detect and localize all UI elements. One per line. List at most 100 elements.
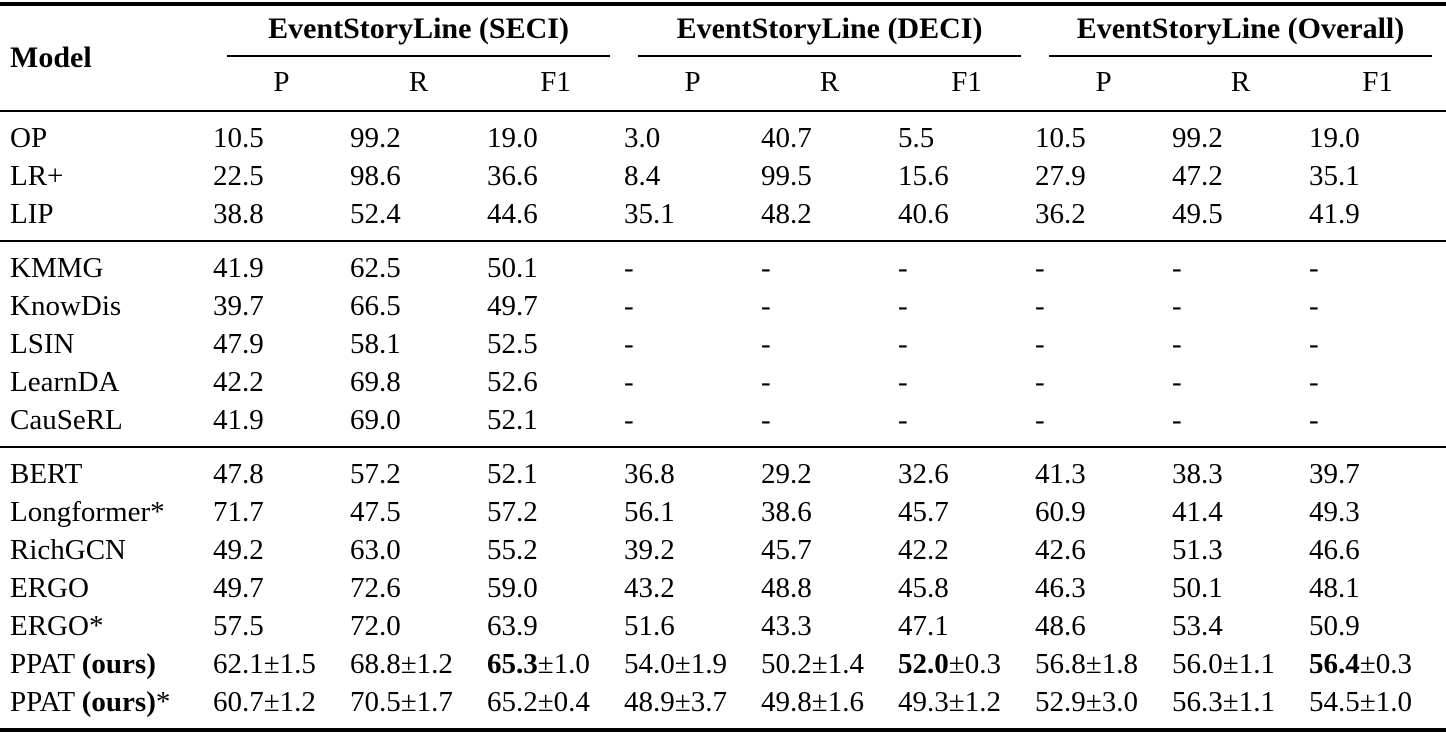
value-cell: 45.7: [898, 496, 949, 528]
model-name-cell: ERGO: [10, 572, 89, 604]
model-name-cell: LIP: [10, 198, 54, 230]
value-cell: 47.9: [213, 328, 264, 360]
value-cell: -: [624, 290, 634, 322]
value-cell: 70.5±1.7: [350, 686, 453, 718]
model-name-cell: OP: [10, 122, 48, 154]
value-cell: 50.1: [487, 252, 538, 284]
value-cell: 42.2: [898, 534, 949, 566]
value-cell: -: [624, 328, 634, 360]
value-cell: 15.6: [898, 160, 949, 192]
group-header-seci: EventStoryLine (SECI): [213, 4, 624, 57]
value-cell: 63.9: [487, 610, 538, 642]
table-row: ERGO* 57.5 72.0 63.9 51.6 43.3 47.1 48.6 53.4 50.…: [0, 607, 1446, 645]
value-cell: -: [1172, 328, 1182, 360]
table-row: PPAT (ours) 62.1±1.5 68.8±1.2 65.3±1.0 54.0±…: [0, 645, 1446, 683]
value-cell: 56.0±1.1: [1172, 648, 1275, 680]
value-cell: 42.6: [1035, 534, 1086, 566]
model-name-cell: BERT: [10, 458, 83, 490]
value-cell: 50.1: [1172, 572, 1223, 604]
value-cell: 68.8±1.2: [350, 648, 453, 680]
value-cell: 52.0±0.3: [898, 648, 1001, 680]
value-cell: 66.5: [350, 290, 401, 322]
value-cell: -: [1172, 252, 1182, 284]
value-cell: 29.2: [761, 458, 812, 490]
value-cell: 69.0: [350, 404, 401, 436]
value-cell: 48.9±3.7: [624, 686, 727, 718]
group-header-overall-label: EventStoryLine (Overall): [1049, 12, 1433, 57]
value-cell: -: [761, 404, 771, 436]
value-cell: 58.1: [350, 328, 401, 360]
model-name-cell: PPAT (ours): [10, 648, 156, 680]
value-cell: 99.5: [761, 160, 812, 192]
value-cell: 72.6: [350, 572, 401, 604]
table-row: LSIN 47.9 58.1 52.5 - - - - - -: [0, 325, 1446, 363]
value-cell: 63.0: [350, 534, 401, 566]
value-cell: -: [1035, 404, 1045, 436]
value-cell: -: [761, 366, 771, 398]
value-cell: -: [761, 328, 771, 360]
value-cell: 56.1: [624, 496, 675, 528]
value-cell: -: [1309, 366, 1319, 398]
value-cell: 38.8: [213, 198, 264, 230]
value-cell: 38.6: [761, 496, 812, 528]
value-cell: -: [898, 252, 908, 284]
value-cell: -: [1309, 404, 1319, 436]
value-cell: 49.3: [1309, 496, 1360, 528]
value-cell: 41.3: [1035, 458, 1086, 490]
value-cell: 65.2±0.4: [487, 686, 590, 718]
value-cell: 35.1: [1309, 160, 1360, 192]
value-cell: -: [1309, 290, 1319, 322]
value-cell: 35.1: [624, 198, 675, 230]
value-cell: 49.5: [1172, 198, 1223, 230]
value-cell: 36.8: [624, 458, 675, 490]
value-cell: 36.2: [1035, 198, 1086, 230]
table-row: ERGO 49.7 72.6 59.0 43.2 48.8 45.8 46.3 50.1 48.1: [0, 569, 1446, 607]
table-row: KMMG 41.9 62.5 50.1 - - - - - -: [0, 241, 1446, 287]
value-cell: 60.7±1.2: [213, 686, 316, 718]
value-cell: 47.5: [350, 496, 401, 528]
value-cell: 62.1±1.5: [213, 648, 316, 680]
table-row: Longformer* 71.7 47.5 57.2 56.1 38.6 45.7 60.9 4…: [0, 493, 1446, 531]
value-cell: 19.0: [1309, 122, 1360, 154]
value-cell: 52.6: [487, 366, 538, 398]
value-cell: 48.2: [761, 198, 812, 230]
value-cell: 41.4: [1172, 496, 1223, 528]
value-cell: 52.5: [487, 328, 538, 360]
value-cell: 49.8±1.6: [761, 686, 864, 718]
value-cell: -: [1309, 252, 1319, 284]
table-row: CauSeRL 41.9 69.0 52.1 - - - - - -: [0, 401, 1446, 447]
value-cell: 49.2: [213, 534, 264, 566]
value-cell: 56.8±1.8: [1035, 648, 1138, 680]
value-cell: 50.2±1.4: [761, 648, 864, 680]
value-cell: 10.5: [1035, 122, 1086, 154]
column-header-seci-p: P: [273, 66, 290, 98]
value-cell: 56.3±1.1: [1172, 686, 1275, 718]
table-row: PPAT (ours)* 60.7±1.2 70.5±1.7 65.2±0.4 48.9…: [0, 683, 1446, 730]
value-cell: 41.9: [213, 404, 264, 436]
value-cell: 52.9±3.0: [1035, 686, 1138, 718]
value-cell: 72.0: [350, 610, 401, 642]
table-section-plm-models: BERT 47.8 57.2 52.1 36.8 29.2 32.6 41.3 38.3 39.7…: [0, 447, 1446, 730]
value-cell: -: [898, 404, 908, 436]
model-name-cell: LSIN: [10, 328, 75, 360]
value-cell: 99.2: [350, 122, 401, 154]
table-row: LearnDA 42.2 69.8 52.6 - - - - - -: [0, 363, 1446, 401]
value-cell: -: [1309, 328, 1319, 360]
value-cell: 39.7: [1309, 458, 1360, 490]
model-name-cell: KnowDis: [10, 290, 122, 322]
value-cell: 48.8: [761, 572, 812, 604]
value-cell: 48.6: [1035, 610, 1086, 642]
value-cell: -: [624, 252, 634, 284]
model-name-cell: ERGO*: [10, 610, 104, 642]
value-cell: 19.0: [487, 122, 538, 154]
model-name-cell: RichGCN: [10, 534, 126, 566]
column-header-overall-p: P: [1095, 66, 1112, 98]
table-row: KnowDis 39.7 66.5 49.7 - - - - - -: [0, 287, 1446, 325]
model-name-cell: Longformer*: [10, 496, 165, 528]
group-header-seci-label: EventStoryLine (SECI): [227, 12, 611, 57]
value-cell: 47.1: [898, 610, 949, 642]
value-cell: -: [898, 290, 908, 322]
column-header-deci-p: P: [684, 66, 701, 98]
column-header-seci-f1: F1: [540, 66, 571, 98]
value-cell: -: [624, 404, 634, 436]
